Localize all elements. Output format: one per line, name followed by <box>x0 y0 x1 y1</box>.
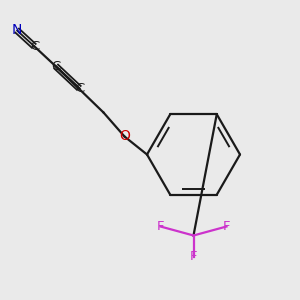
Text: F: F <box>157 220 164 233</box>
Text: C: C <box>51 59 60 73</box>
Text: F: F <box>223 220 230 233</box>
Text: C: C <box>30 40 39 53</box>
Text: N: N <box>11 23 22 37</box>
Text: O: O <box>119 130 130 143</box>
Text: C: C <box>75 82 84 95</box>
Text: F: F <box>190 250 197 263</box>
